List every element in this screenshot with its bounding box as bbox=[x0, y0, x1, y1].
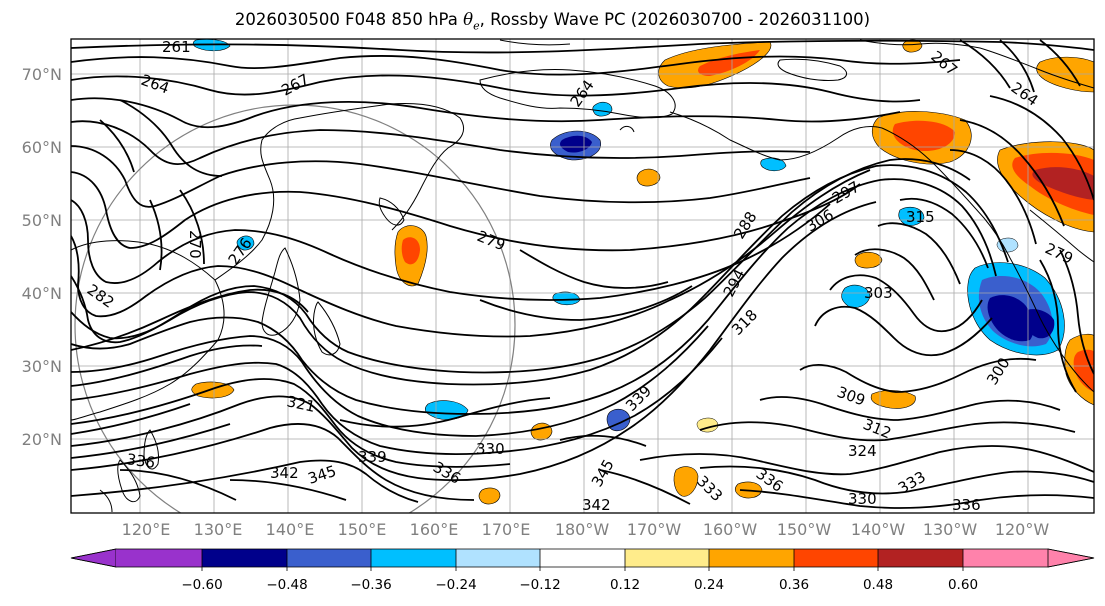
anomaly-patch-negative bbox=[841, 284, 871, 308]
colorbar-segment bbox=[878, 549, 963, 567]
anomaly-patch-positive bbox=[673, 466, 699, 497]
colorbar-tick: −0.24 bbox=[435, 577, 476, 593]
lon-label: 130°W bbox=[923, 520, 978, 539]
lon-label: 120°E bbox=[122, 520, 171, 539]
contour-label: 321 bbox=[285, 392, 317, 416]
colorbar-tick: 0.12 bbox=[610, 577, 640, 593]
anomaly-patch-positive bbox=[870, 390, 916, 409]
lon-label: 160°E bbox=[410, 520, 459, 539]
latitude-axis: 70°N 60°N 50°N 40°N 30°N 20°N bbox=[22, 65, 62, 449]
anomaly-patch-positive bbox=[698, 50, 760, 76]
contour-label: 330 bbox=[848, 490, 877, 508]
lat-label: 60°N bbox=[22, 138, 62, 157]
colorbar: −0.60 −0.48 −0.36 −0.24 −0.12 0.12 0.24 … bbox=[70, 548, 1095, 593]
colorbar-segment bbox=[625, 549, 709, 567]
colorbar-tick: 0.24 bbox=[694, 577, 724, 593]
contour-label: 342 bbox=[270, 464, 299, 482]
colorbar-tick: −0.60 bbox=[181, 577, 222, 593]
colorbar-tick: −0.12 bbox=[519, 577, 560, 593]
lon-label: 150°W bbox=[777, 520, 832, 539]
contour-label: 270 bbox=[186, 230, 204, 259]
map-panel: 261 264 267 279 264 267 264 270 276 282 … bbox=[71, 38, 1094, 514]
colorbar-tick: −0.48 bbox=[266, 577, 307, 593]
contour-label: 315 bbox=[906, 208, 935, 226]
colorbar-tick: 0.48 bbox=[863, 577, 893, 593]
contour-label: 330 bbox=[476, 440, 505, 458]
colorbar-tick: 0.60 bbox=[948, 577, 978, 593]
contour-label: 336 bbox=[952, 496, 981, 514]
anomaly-patch-negative bbox=[898, 206, 925, 226]
reference-circle bbox=[74, 104, 516, 513]
colorbar-segment bbox=[287, 549, 371, 567]
contour-label: 324 bbox=[848, 442, 877, 460]
contour-label: 336 bbox=[125, 450, 156, 472]
colorbar-segment bbox=[709, 549, 794, 567]
lon-label: 120°W bbox=[995, 520, 1050, 539]
anomaly-patch-negative bbox=[592, 101, 613, 117]
contour-label: 342 bbox=[582, 496, 611, 514]
lat-label: 70°N bbox=[22, 65, 62, 84]
contour-label: 261 bbox=[162, 38, 191, 56]
theta-e-contours bbox=[71, 39, 1094, 509]
anomaly-patch-positive bbox=[478, 487, 501, 505]
anomaly-patch-positive bbox=[854, 251, 883, 269]
longitude-axis: 120°E 130°E 140°E 150°E 160°E 170°E 180°… bbox=[122, 520, 1050, 539]
lon-label: 170°E bbox=[482, 520, 531, 539]
anomaly-patch-positive bbox=[1032, 167, 1094, 200]
anomaly-patch-positive bbox=[401, 237, 420, 265]
colorbar-tick: −0.36 bbox=[350, 577, 391, 593]
anomaly-patch-negative bbox=[987, 295, 1034, 342]
anomaly-patch-negative bbox=[1021, 309, 1055, 339]
colorbar-segment bbox=[456, 549, 540, 567]
colorbar-segment bbox=[202, 549, 287, 567]
anomaly-patch-negative bbox=[236, 235, 255, 251]
anomaly-patch-negative bbox=[552, 291, 581, 306]
lon-label: 180°W bbox=[555, 520, 610, 539]
contour-label: 339 bbox=[358, 448, 387, 466]
lat-label: 30°N bbox=[22, 357, 62, 376]
colorbar-segment bbox=[371, 549, 456, 567]
colorbar-segment bbox=[540, 549, 625, 567]
lat-label: 40°N bbox=[22, 284, 62, 303]
lon-label: 140°W bbox=[851, 520, 906, 539]
anomaly-patch-positive bbox=[892, 120, 955, 152]
contour-label: 303 bbox=[864, 284, 893, 302]
colorbar-tick: 0.36 bbox=[779, 577, 809, 593]
lat-label: 50°N bbox=[22, 211, 62, 230]
lon-label: 160°W bbox=[703, 520, 758, 539]
anomaly-patch-positive bbox=[636, 168, 661, 187]
graticule bbox=[71, 39, 1094, 513]
lon-label: 130°E bbox=[194, 520, 243, 539]
colorbar-extend-left bbox=[70, 548, 117, 568]
lon-label: 150°E bbox=[338, 520, 387, 539]
colorbar-extend-right bbox=[1047, 548, 1095, 568]
map-frame bbox=[70, 38, 1095, 514]
lat-label: 20°N bbox=[22, 430, 62, 449]
colorbar-segment bbox=[116, 549, 202, 567]
lon-label: 140°E bbox=[266, 520, 315, 539]
colorbar-segment bbox=[794, 549, 878, 567]
anomaly-patch-negative bbox=[760, 157, 787, 172]
colorbar-segment bbox=[963, 549, 1048, 567]
anomaly-patch-positive bbox=[530, 422, 553, 441]
lon-label: 170°W bbox=[627, 520, 682, 539]
map-title: 2026030500 F048 850 hPa θe, Rossby Wave … bbox=[234, 10, 871, 33]
